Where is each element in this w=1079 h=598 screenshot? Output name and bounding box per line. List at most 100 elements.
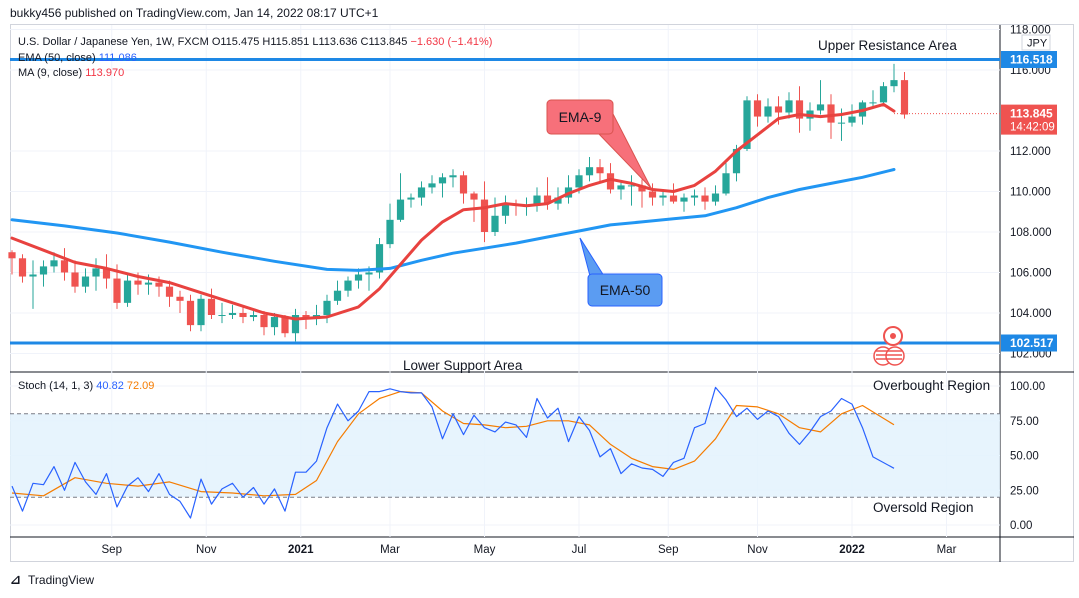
candle [291,308,300,342]
candle [900,72,909,119]
candle-body [554,197,562,204]
candle [428,175,436,194]
ema50-callout-box [587,273,663,307]
candle-body [386,219,394,245]
candle-body [848,116,856,123]
candle-body [365,272,373,275]
candle [459,171,468,204]
publisher-header: bukky456 published on TradingView.com, J… [10,6,379,20]
candle [701,187,709,210]
candle-body [879,86,888,103]
stoch-legend-label: Stoch (14, 1, 3) [18,380,94,392]
candle [186,294,195,332]
candle-body [533,195,541,206]
ma9-line [10,102,896,321]
candle-body [113,278,121,303]
candle [627,175,636,206]
candle [638,179,646,208]
candle-body [690,195,699,198]
legend-symbol-row: U.S. Dollar / Japanese Yen, 1W, FXCM O11… [18,35,492,51]
stoch-k-value: 40.82 [96,380,124,392]
candle-body [396,199,405,220]
ema9-callout-box [546,99,614,135]
stoch-d-value: 72.09 [126,380,155,392]
candle-body [491,215,499,232]
time-tick-label: 2021 [288,544,314,556]
last-price-tag [1001,104,1057,135]
price-tick-label: 104.000 [1010,308,1052,320]
legend-symbol[interactable]: U.S. Dollar / Japanese Yen, 1W, FXCM [18,36,209,48]
candle-body [659,195,667,198]
candle-body [29,274,37,277]
time-tick-label: May [474,544,496,556]
candle-body [344,280,352,291]
candle-body [155,282,163,287]
candle-body [785,100,793,113]
candle [302,310,310,330]
footer-brand[interactable]: TradingView [28,573,95,587]
candle [396,173,405,222]
candle-body [596,167,604,174]
legend-ma-row[interactable]: MA (9, close) 113.970 [18,66,492,82]
candle [753,94,762,127]
candle [176,290,184,313]
candle [711,185,720,206]
candle-body [827,104,835,123]
candle [491,197,499,237]
price-tick-label: 108.000 [1010,227,1052,239]
candle [669,183,678,204]
candle-body [197,298,205,326]
candle-body [890,80,898,87]
candle-body [617,185,625,190]
candle-body [218,314,226,316]
candle-body [743,100,751,149]
stoch-tick-label: 25.00 [1010,485,1039,497]
us-flag-icon [885,346,905,366]
candle [816,80,825,115]
ema9-callout-label: EMA-9 [559,109,602,125]
level-price-tag [1001,51,1057,68]
candle [386,203,394,249]
candle-body [900,80,909,115]
level-price-label: 116.518 [1010,53,1053,67]
legend-ema-row[interactable]: EMA (50, close) 111.086 [18,51,492,67]
candle [785,92,793,119]
tradingview-logo-icon[interactable]: ⊿ [10,572,21,587]
time-tick-label: Nov [196,544,217,556]
legend-ema-label: EMA (50, close) [18,51,96,64]
level-price-label: 102.517 [1010,336,1054,350]
candle-body [732,148,741,174]
candle-body [459,175,468,194]
candle [29,260,37,309]
candle [123,274,132,307]
candle-body [669,195,678,202]
candle [81,268,90,293]
candle-body [50,260,58,267]
candle-body [281,317,289,334]
candle [207,288,216,320]
stoch-tick-label: 50.00 [1010,451,1039,463]
legend-close: C113.845 [360,36,408,48]
candle [648,183,657,206]
last-price-countdown: 14:42:09 [1010,122,1055,134]
candle-body [543,195,552,204]
chart-frame [10,24,1074,562]
candle-body [428,183,436,188]
candle-body [722,173,730,194]
candle [270,312,279,336]
legend-high: H115.851 [262,36,310,48]
candle-body [165,286,174,297]
candle-body [102,268,111,279]
candle [8,250,16,275]
candle-body [375,244,384,273]
candle-body [480,199,489,232]
candle-body [680,197,688,202]
price-tick-label: 112.000 [1010,146,1051,158]
candle [438,173,447,198]
candle-body [438,177,447,184]
candle-body [638,185,646,192]
candle [680,193,688,212]
candle [60,248,69,281]
stoch-legend[interactable]: Stoch (14, 1, 3) 40.82 72.09 [18,380,154,392]
